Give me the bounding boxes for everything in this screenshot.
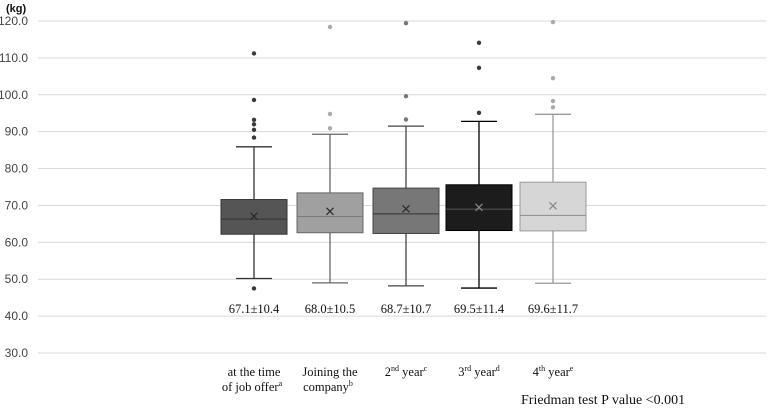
category-superscript: th xyxy=(539,364,545,373)
category-label: 3rd yeard xyxy=(458,364,500,379)
mean-marker xyxy=(549,201,557,210)
box-5 xyxy=(519,19,587,284)
category-label-text: year xyxy=(545,365,570,379)
y-tick-label: 70.0 xyxy=(5,198,29,212)
mean-sd-label: 68.0±10.5 xyxy=(305,302,356,316)
outlier-point xyxy=(251,97,257,103)
category-superscript: b xyxy=(349,379,353,388)
category-label: of job offera xyxy=(222,379,283,394)
y-tick-label: 110.0 xyxy=(0,51,28,65)
category-label: 4th yeare xyxy=(533,364,574,379)
mean-sd-label: 68.7±10.7 xyxy=(381,302,432,316)
outlier-point xyxy=(327,126,333,131)
mean-sd-label: 69.5±11.4 xyxy=(454,302,505,316)
outlier-point xyxy=(550,98,556,104)
category-superscript: nd xyxy=(391,364,399,373)
box-3 xyxy=(372,21,440,287)
y-axis-ticks: 30.0 40.0 50.0 60.0 70.0 80.0 90.0 100.0 110.0 12… xyxy=(0,14,28,360)
category-superscript: a xyxy=(279,379,283,388)
category-label-text: 2 xyxy=(385,365,391,379)
outlier-point xyxy=(550,105,556,110)
mean-marker xyxy=(402,204,410,213)
category-label-text: year xyxy=(399,365,424,379)
mean-sd-labels: 67.1±10.4 68.0±10.5 68.7±10.7 69.5±11.4 69.6… xyxy=(229,302,578,316)
outlier-point xyxy=(476,65,482,71)
outlier-point xyxy=(251,127,257,133)
outlier-point xyxy=(251,122,257,127)
category-label-text: 4 xyxy=(533,365,540,379)
y-tick-label: 40.0 xyxy=(5,309,29,323)
outlier-point xyxy=(476,110,482,116)
box-1 xyxy=(220,51,288,291)
mean-marker xyxy=(475,203,483,212)
outlier-point xyxy=(251,135,257,140)
outlier-point xyxy=(403,117,409,122)
outlier-point xyxy=(251,286,257,291)
category-superscript: rd xyxy=(464,364,471,373)
iqr-box xyxy=(296,192,364,234)
box-4 xyxy=(445,40,513,289)
category-label-text: year xyxy=(471,365,496,379)
outlier-point xyxy=(251,117,257,123)
outlier-point xyxy=(327,24,333,30)
outlier-point xyxy=(403,21,409,26)
category-label: 2nd yearc xyxy=(385,364,428,379)
mean-marker xyxy=(326,207,334,216)
y-tick-label: 30.0 xyxy=(5,346,29,360)
category-label: at the time xyxy=(228,365,281,379)
category-superscript: c xyxy=(424,364,428,373)
category-label-text: company xyxy=(303,380,350,394)
outlier-point xyxy=(403,94,409,99)
outlier-point xyxy=(476,40,482,45)
mean-marker xyxy=(250,212,258,221)
category-label-text: 3 xyxy=(458,365,464,379)
y-tick-label: 100.0 xyxy=(0,88,28,102)
boxes xyxy=(220,19,587,291)
outlier-point xyxy=(327,111,333,117)
outlier-point xyxy=(550,75,556,81)
category-label: companyb xyxy=(303,379,353,394)
outlier-point xyxy=(550,19,556,25)
mean-sd-label: 67.1±10.4 xyxy=(229,302,280,316)
mean-sd-label: 69.6±11.7 xyxy=(528,302,578,316)
outlier-point xyxy=(251,51,257,56)
y-tick-label: 60.0 xyxy=(5,235,29,249)
category-label-text: of job offer xyxy=(222,380,280,394)
y-tick-label: 80.0 xyxy=(5,162,29,176)
category-superscript: e xyxy=(570,364,574,373)
y-tick-label: 120.0 xyxy=(0,14,28,28)
category-label: Joining the xyxy=(302,365,358,379)
category-superscript: d xyxy=(496,364,500,373)
iqr-box xyxy=(372,187,440,234)
box-2 xyxy=(296,24,364,284)
friedman-test-result: Friedman test P value <0.001 xyxy=(521,393,686,408)
y-tick-label: 50.0 xyxy=(5,272,29,286)
y-axis-unit-label: (kg) xyxy=(6,3,27,15)
y-tick-label: 90.0 xyxy=(5,125,29,139)
